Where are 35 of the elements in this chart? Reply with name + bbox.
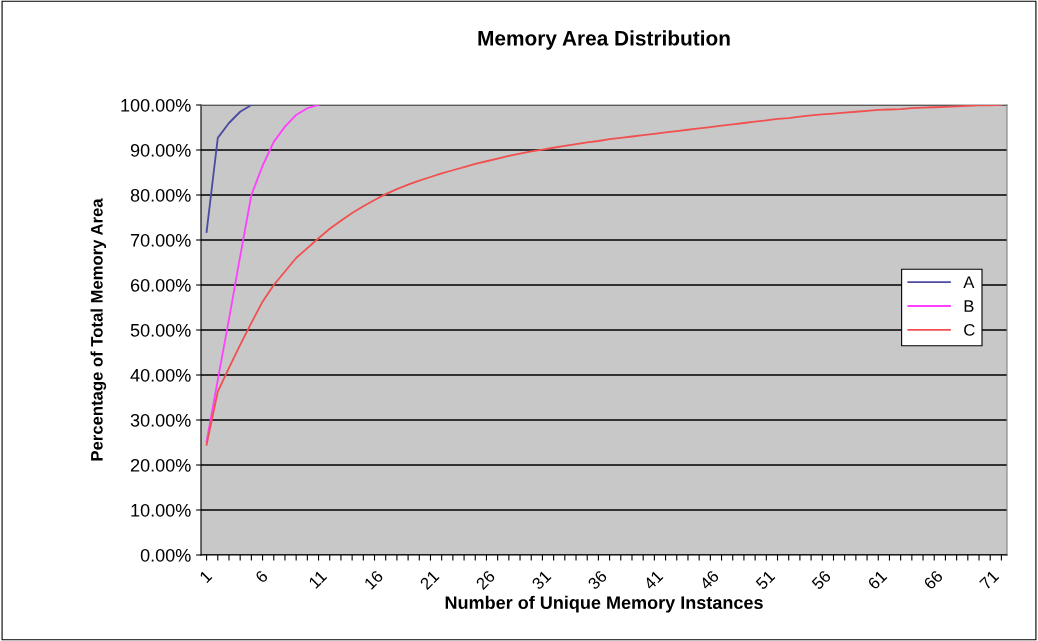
y-tick-label: 50.00% <box>130 323 191 337</box>
x-tick-label: 6 <box>254 569 269 584</box>
x-tick-label: 26 <box>475 569 496 591</box>
x-tick-label: 46 <box>698 569 720 591</box>
line-series <box>205 105 253 233</box>
y-tick-label: 60.00% <box>130 278 191 292</box>
x-tick-label: 16 <box>363 569 384 590</box>
x-tick-label: 11 <box>308 569 328 589</box>
x-tick-label: 1 <box>199 569 213 584</box>
x-tick-label: 51 <box>755 569 776 591</box>
y-tick-label: 30.00% <box>130 413 191 427</box>
y-tick-label: 10.00% <box>131 503 191 517</box>
x-tick-label: 71 <box>979 569 1000 590</box>
y-tick-label: 90.00% <box>130 143 191 157</box>
chart-title: Memory Area Distribution <box>478 30 730 50</box>
x-tick-label: 61 <box>867 569 888 591</box>
y-tick-label: 70.00% <box>130 233 191 247</box>
legend-label: B <box>964 300 974 312</box>
y-tick-label: 100.00% <box>121 98 191 112</box>
x-tick-label: 41 <box>643 569 664 591</box>
x-axis-title: Number of Unique Memory Instances <box>445 595 763 613</box>
x-tick-label: 21 <box>419 569 440 590</box>
x-tick-label: 31 <box>531 569 552 591</box>
y-tick-label: 20.00% <box>130 458 191 472</box>
y-axis-title: Percentage of Total Memory Area <box>90 198 107 461</box>
y-tick-label: 80.00% <box>130 188 191 202</box>
x-tick-label: 56 <box>811 569 832 591</box>
legend-label: C <box>964 324 975 336</box>
line-series <box>205 105 1003 446</box>
y-tick-label: 0.00% <box>140 548 191 562</box>
x-tick-label: 36 <box>587 569 608 591</box>
y-tick-label: 40.00% <box>130 368 191 382</box>
line-series <box>205 105 320 443</box>
x-tick-label: 66 <box>923 569 944 591</box>
legend-label: A <box>963 276 975 288</box>
